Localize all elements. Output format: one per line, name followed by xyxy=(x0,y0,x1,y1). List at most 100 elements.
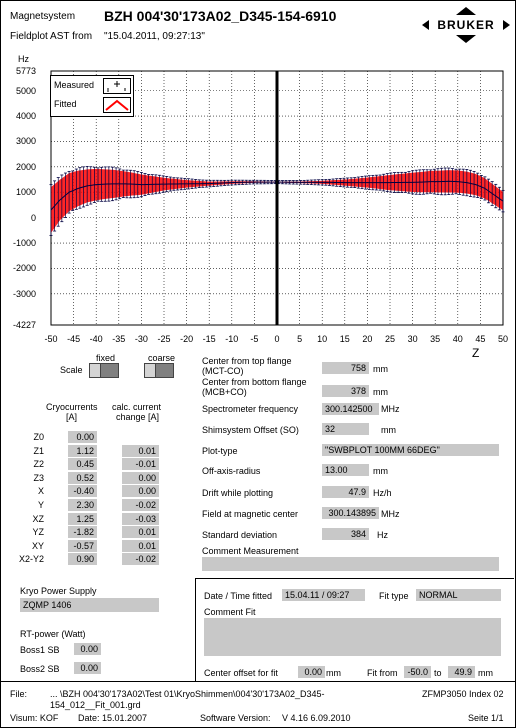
plot-type-value: "SWBPLOT 100MM 66DEG" xyxy=(322,444,499,456)
legend-measured-label: Measured xyxy=(54,80,94,90)
form-id: ZFMP3050 Index 02 xyxy=(422,689,504,699)
cryo-current-value: 2.30 xyxy=(68,499,97,511)
center-top-label1: Center from top flange xyxy=(202,356,292,366)
center-bottom-unit: mm xyxy=(373,387,388,397)
cryo-row-label: Z3 xyxy=(0,473,44,483)
drift-unit: Hz/h xyxy=(373,488,392,498)
fit-to-label: to xyxy=(434,668,442,678)
shim-offset-unit: mm xyxy=(381,425,396,435)
cryo-change-value: 0.01 xyxy=(122,526,159,538)
cryo-current-value: 0.90 xyxy=(68,553,97,565)
cryo-change-value: 0.00 xyxy=(122,485,159,497)
spectrometer-value: 300.142500 xyxy=(322,403,379,415)
legend-fitted-swatch xyxy=(103,97,131,113)
off-axis-label: Off-axis-radius xyxy=(202,466,260,476)
center-offset-value: 0.00 xyxy=(298,666,325,678)
cryo-change-value: 0.01 xyxy=(122,445,159,457)
field-plot-chart xyxy=(0,0,516,360)
center-bottom-label2: (MCB+CO) xyxy=(202,387,247,397)
file-label: File: xyxy=(10,689,27,699)
scale-label: Scale xyxy=(60,365,83,375)
cryo-current-value: -1.82 xyxy=(68,526,97,538)
page-number: Seite 1/1 xyxy=(468,713,504,723)
off-axis-unit: mm xyxy=(373,466,388,476)
cryo-row-label: X2-Y2 xyxy=(0,554,44,564)
software-label: Software Version: xyxy=(200,713,271,723)
boss1-value: 0.00 xyxy=(74,643,101,655)
cryo-row-label: Z0 xyxy=(0,432,44,442)
center-top-value: 758 xyxy=(322,362,369,374)
cryo-current-value: 0.45 xyxy=(68,458,97,470)
cryo-current-value: 0.52 xyxy=(68,472,97,484)
center-top-label2: (MCT-CO) xyxy=(202,366,244,376)
comment-fit-field[interactable] xyxy=(204,618,501,656)
footer-date: Date: 15.01.2007 xyxy=(78,713,147,723)
cryo-unit: [A] xyxy=(66,412,77,422)
cryo-row-label: Y xyxy=(0,500,44,510)
fit-type-value: NORMAL xyxy=(416,589,501,601)
center-offset-unit: mm xyxy=(326,668,341,678)
cryo-header: Cryocurrents xyxy=(46,402,98,412)
field-center-value: 300.143895 xyxy=(322,507,379,519)
chart-legend: Measured Fitted xyxy=(50,75,134,117)
power-supply-value: ZQMP 1406 xyxy=(20,598,159,612)
center-bottom-label1: Center from bottom flange xyxy=(202,377,307,387)
comment-measurement-label: Comment Measurement xyxy=(202,546,299,556)
fit-box-top-border xyxy=(195,578,514,579)
cryo-current-value: -0.57 xyxy=(68,540,97,552)
shim-offset-label: Shimsystem Offset (SO) xyxy=(202,425,299,435)
boss2-label: Boss2 SB xyxy=(20,664,60,674)
legend-measured-swatch xyxy=(103,78,131,94)
cryo-row-label: Z2 xyxy=(0,459,44,469)
coarse-toggle-knob xyxy=(145,364,156,377)
spectrometer-label: Spectrometer frequency xyxy=(202,404,298,414)
cryo-row-label: XZ xyxy=(0,514,44,524)
cryo-row-label: YZ xyxy=(0,527,44,537)
software-version: V 4.16 6.09.2010 xyxy=(282,713,351,723)
field-center-label: Field at magnetic center xyxy=(202,509,298,519)
fit-type-label: Fit type xyxy=(379,591,409,601)
boss2-value: 0.00 xyxy=(74,662,101,674)
cryo-change-value: 0.01 xyxy=(122,540,159,552)
cryo-current-value: 1.25 xyxy=(68,513,97,525)
cryo-row-label: X xyxy=(0,486,44,496)
center-offset-label: Center offset for fit xyxy=(204,668,278,678)
cryo-change-value: 0.00 xyxy=(122,472,159,484)
rt-power-label: RT-power (Watt) xyxy=(20,629,86,639)
cryo-current-value: -0.40 xyxy=(68,485,97,497)
coarse-label: coarse xyxy=(148,353,175,363)
drift-value: 47.9 xyxy=(322,486,369,498)
date-fitted-value: 15.04.11 / 09:27 xyxy=(282,589,365,601)
fit-unit: mm xyxy=(478,668,493,678)
center-top-unit: mm xyxy=(373,364,388,374)
cryo-row-label: Z1 xyxy=(0,446,44,456)
std-dev-value: 384 xyxy=(322,528,369,540)
cryo-current-value: 0.00 xyxy=(68,431,97,443)
fixed-toggle-knob xyxy=(90,364,101,377)
drift-label: Drift while plotting xyxy=(202,488,273,498)
calc-change-unit: change [A] xyxy=(116,412,159,422)
cryo-current-value: 1.12 xyxy=(68,445,97,457)
std-dev-unit: Hz xyxy=(377,530,388,540)
visum-label: Visum: KOF xyxy=(10,713,58,723)
fit-to-value: 49.9 xyxy=(448,666,475,678)
power-supply-label: Kryo Power Supply xyxy=(20,586,97,596)
file-path-line1: ... \BZH 004'30'173A02\Test 01\KryoShimm… xyxy=(50,689,325,699)
boss1-label: Boss1 SB xyxy=(20,645,60,655)
date-fitted-label: Date / Time fitted xyxy=(204,591,272,601)
fit-from-label: Fit from xyxy=(367,668,398,678)
fit-from-value: -50.0 xyxy=(404,666,431,678)
cryo-change-value: -0.02 xyxy=(122,499,159,511)
shim-offset-value: 32 xyxy=(322,423,369,435)
footer-divider xyxy=(0,681,516,682)
off-axis-value: 13.00 xyxy=(322,464,369,476)
field-center-unit: MHz xyxy=(381,509,400,519)
center-bottom-value: 378 xyxy=(322,385,369,397)
cryo-change-value: -0.03 xyxy=(122,513,159,525)
file-path-line2: 154_012__Fit_001.grd xyxy=(50,700,141,710)
fixed-toggle[interactable] xyxy=(89,363,119,378)
calc-change-header: calc. current xyxy=(112,402,161,412)
comment-measurement-field[interactable] xyxy=(202,557,499,571)
coarse-toggle[interactable] xyxy=(144,363,174,378)
legend-fitted-label: Fitted xyxy=(54,99,77,109)
